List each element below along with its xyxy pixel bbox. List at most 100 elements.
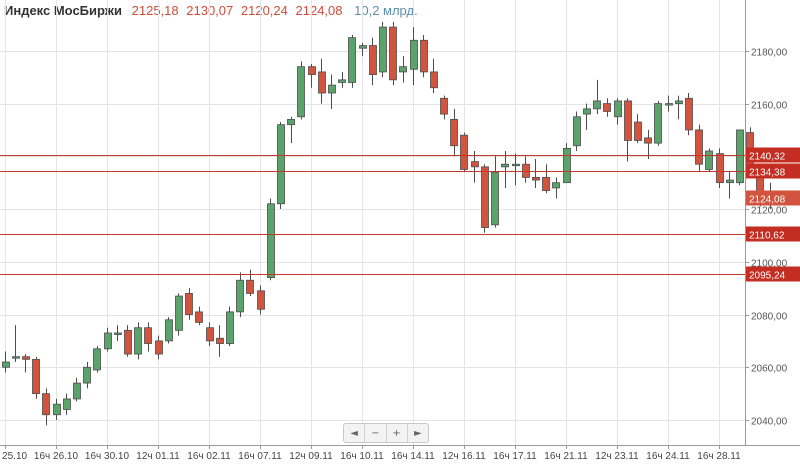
x-tick-label: 12ч 23.11 [595, 451, 639, 462]
candle-down [634, 121, 642, 141]
low-value: 2120,24 [240, 3, 288, 18]
y-tick-label: 2060,00 [751, 364, 788, 375]
x-tick-label: 16ч 28.11 [697, 451, 741, 462]
candle-up [573, 116, 581, 147]
instrument-title: Индекс МосБиржи [4, 3, 122, 18]
x-tick-label: 16ч 24.11 [646, 451, 690, 462]
candle-down [624, 100, 632, 141]
scroll-left-button[interactable]: ◄ [344, 424, 366, 442]
candle-up [675, 100, 683, 104]
x-tick-label: 16ч 02.11 [187, 451, 231, 462]
candle-up [175, 295, 183, 331]
y-tick-label: 2100,00 [751, 259, 788, 270]
candle-down [246, 279, 254, 294]
candle-up [512, 163, 520, 167]
candle-down [124, 329, 132, 355]
candle-up [410, 39, 418, 70]
candle-down [308, 66, 316, 75]
candle-down [716, 153, 724, 184]
candle-down [22, 356, 30, 360]
level-price-label: 2140,32 [749, 152, 786, 163]
x-tick-label: 12ч 16.11 [442, 451, 486, 462]
candle-up [665, 103, 673, 106]
candle-down [185, 293, 193, 315]
candle-down [155, 340, 163, 355]
candle-up [552, 182, 560, 189]
candle-up [134, 327, 142, 355]
x-tick-label: 16ч 10.11 [340, 451, 384, 462]
candle-down [318, 71, 326, 94]
candle-up [491, 171, 499, 226]
candle-up [165, 319, 173, 342]
candle-up [277, 124, 285, 205]
candle-down [216, 337, 224, 344]
y-tick-label: 2180,00 [751, 48, 788, 59]
candle-up [399, 66, 407, 73]
candle-down [695, 129, 703, 165]
candle-up [2, 361, 10, 368]
x-tick-label: 16ч 17.11 [493, 451, 537, 462]
candle-up [104, 332, 112, 350]
chart-header: Индекс МосБиржи 2125,18 2130,07 2120,24 … [4, 3, 418, 18]
chart-navigator: ◄ − + ► [343, 423, 429, 443]
candle-up [328, 84, 336, 94]
level-price-label: 2095,24 [749, 271, 786, 282]
candle-down [144, 327, 152, 344]
last-price-tag [746, 190, 800, 206]
candle-up [63, 398, 71, 410]
candle-up [12, 356, 20, 359]
candle-down [32, 358, 40, 395]
candle-up [348, 37, 356, 83]
candle-down [389, 26, 397, 81]
y-tick-label: 2080,00 [751, 312, 788, 323]
candle-up [73, 382, 81, 400]
candle-up [563, 147, 571, 184]
candle-down [481, 166, 489, 228]
candle-up [359, 45, 367, 49]
candle-up [501, 163, 509, 168]
x-tick-label: 16ч 26.10 [34, 451, 79, 462]
level-price-label: 2134,38 [749, 168, 786, 179]
candle-up [593, 100, 601, 110]
open-value: 2125,18 [131, 3, 179, 18]
candle-up [53, 403, 61, 416]
level-price-tag [746, 266, 800, 282]
close-value: 2124,08 [295, 3, 343, 18]
candle-up [267, 203, 275, 279]
candle-up [226, 311, 234, 344]
zoom-in-button[interactable]: + [387, 424, 408, 442]
level-price-tag [746, 147, 800, 163]
candle-up [114, 332, 122, 335]
x-tick-label: 16ч 07.11 [238, 451, 282, 462]
candle-down [450, 118, 458, 147]
level-price-tag [746, 226, 800, 242]
candle-down [195, 311, 203, 323]
candle-down [369, 45, 377, 75]
candle-down [206, 327, 214, 342]
candle-up [736, 129, 744, 184]
candle-down [430, 71, 438, 89]
candle-up [297, 66, 305, 118]
zoom-out-button[interactable]: − [365, 424, 387, 442]
candle-down [532, 177, 540, 181]
candle-up [287, 118, 295, 126]
x-tick-label: 16ч 30.10 [85, 451, 130, 462]
candle-down [471, 161, 479, 168]
level-price-label: 2110,62 [749, 231, 785, 242]
candle-down [440, 97, 448, 115]
candle-up [726, 179, 734, 184]
volume-value: 10,2 млрд. [354, 3, 418, 18]
x-tick-label: 16ч 21.11 [544, 451, 588, 462]
candle-down [603, 103, 611, 112]
x-tick-label: 12ч 01.11 [136, 451, 180, 462]
candle-down [42, 393, 50, 416]
scroll-right-button[interactable]: ► [408, 424, 428, 442]
level-price-tag [746, 163, 800, 179]
x-tick-label: 16ч 14.11 [391, 451, 435, 462]
y-tick-label: 2160,00 [751, 101, 788, 112]
y-tick-label: 2040,00 [751, 417, 788, 428]
candle-up [338, 79, 346, 83]
candle-down [257, 290, 265, 310]
candle-down [542, 177, 550, 191]
